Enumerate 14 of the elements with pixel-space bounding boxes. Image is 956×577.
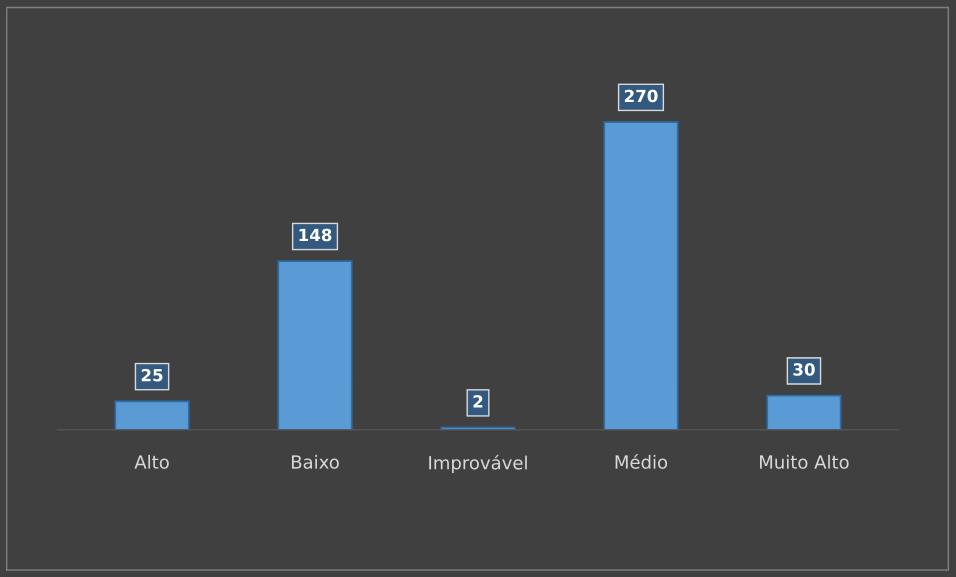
- x-tick-label: Baixo: [292, 454, 339, 469]
- x-tick-label: Improvável: [429, 454, 527, 474]
- x-tick-label: Médio: [616, 454, 668, 469]
- bar: [603, 121, 678, 430]
- data-label: 2: [474, 395, 482, 408]
- data-label: 25: [142, 368, 162, 382]
- data-label: 148: [300, 228, 332, 242]
- bar: [114, 400, 190, 430]
- bar: [766, 394, 842, 430]
- data-label: 270: [624, 90, 658, 102]
- bar: [278, 260, 353, 430]
- x-tick-label: Muito Alto: [760, 454, 849, 469]
- x-tick-label: Alto: [134, 454, 169, 469]
- data-label: 30: [793, 363, 815, 376]
